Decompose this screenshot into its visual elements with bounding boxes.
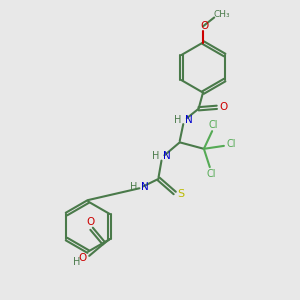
Text: O: O	[79, 253, 87, 263]
Text: H: H	[152, 151, 160, 161]
Text: O: O	[86, 217, 94, 227]
Text: Cl: Cl	[208, 120, 218, 130]
Text: N: N	[185, 115, 193, 125]
Text: H: H	[73, 257, 81, 267]
Text: O: O	[200, 21, 208, 31]
Text: Cl: Cl	[226, 139, 236, 149]
Text: O: O	[219, 102, 227, 112]
Text: S: S	[178, 190, 185, 200]
Text: N: N	[141, 182, 148, 192]
Text: CH₃: CH₃	[214, 10, 230, 19]
Text: H: H	[130, 182, 138, 192]
Text: Cl: Cl	[206, 169, 216, 179]
Text: H: H	[174, 115, 182, 125]
Text: N: N	[163, 151, 171, 161]
